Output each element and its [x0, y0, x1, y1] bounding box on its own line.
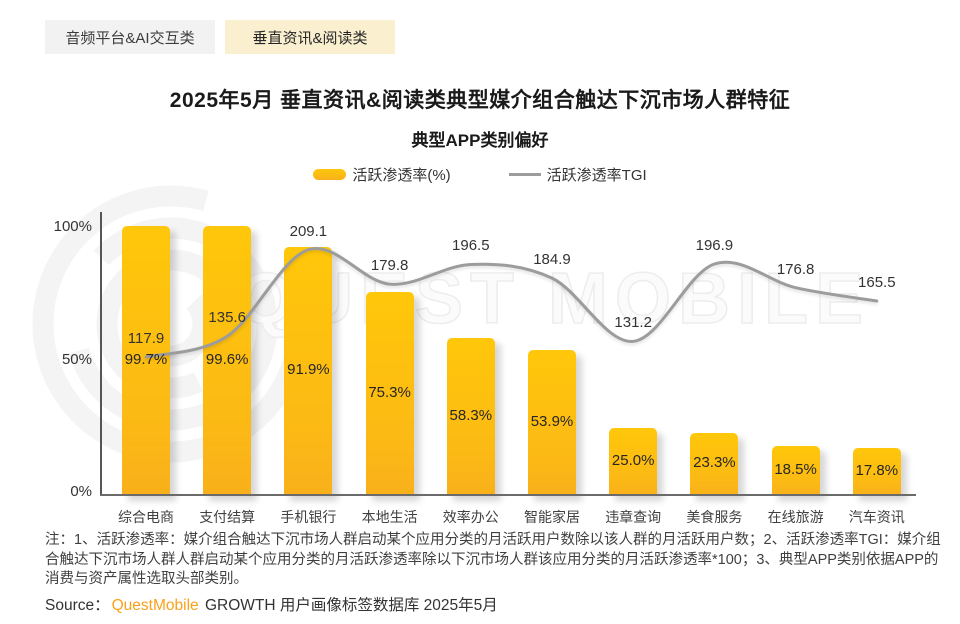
category-label: 效率办公 — [442, 509, 499, 525]
tgi-value-label: 179.8 — [370, 257, 409, 275]
page-title: 2025年5月 垂直资讯&阅读类典型媒介组合触达下沉市场人群特征 — [169, 89, 791, 112]
legend-item-line: 活跃渗透率TGI — [508, 164, 647, 185]
tgi-value-label: 165.5 — [858, 273, 896, 291]
bar-效率办公 — [446, 338, 495, 496]
bar-在线旅游 — [771, 445, 820, 496]
bar-美食服务 — [690, 432, 739, 496]
x-axis-line — [100, 494, 916, 496]
line-series-swatch — [508, 172, 541, 176]
tgi-value-label: 209.1 — [289, 222, 328, 240]
bar-value-label: 25.0% — [611, 452, 655, 470]
category-label: 在线旅游 — [767, 509, 824, 525]
legend-item-bar: 活跃渗透率(%) — [313, 164, 451, 185]
y-tick-label: 50% — [61, 351, 92, 368]
category-label: 智能家居 — [524, 509, 580, 525]
bar-value-label: 58.3% — [449, 407, 493, 424]
legend-bar-label: 活跃渗透率(%) — [352, 166, 451, 184]
category-label: 综合电商 — [118, 509, 174, 525]
category-label: 美食服务 — [686, 509, 743, 525]
bar-series-swatch — [313, 168, 347, 180]
source-brand: QuestMobile — [111, 597, 199, 614]
y-tick-label: 0% — [70, 483, 92, 500]
bar-违章查询 — [609, 428, 658, 496]
bar-value-label: 75.3% — [368, 383, 411, 401]
bar-value-label: 53.9% — [530, 412, 574, 430]
bar-value-label: 18.5% — [774, 460, 817, 478]
tgi-value-label: 176.8 — [776, 260, 815, 278]
source-rest: GROWTH 用户画像标签数据库 2025年5月 — [200, 597, 498, 614]
bar-汽车资讯 — [852, 447, 901, 496]
source-label: Source： — [45, 597, 110, 614]
source-line: Source： QuestMobile GROWTH 用户画像标签数据库 2025… — [45, 593, 945, 615]
category-label: 手机银行 — [280, 509, 337, 525]
bar-value-label: 99.7% — [124, 350, 168, 368]
tgi-value-label: 131.2 — [614, 314, 652, 332]
tgi-value-label: 184.9 — [533, 251, 571, 269]
bar-value-label: 23.3% — [693, 454, 736, 472]
category-label: 违章查询 — [605, 509, 662, 525]
y-axis-line — [100, 212, 102, 496]
tgi-value-label: 196.5 — [452, 237, 490, 255]
bar-value-label: 17.8% — [855, 461, 899, 479]
footnotes: 注：1、活跃渗透率：媒介组合触达下沉市场人群启动某个应用分类的月活跃用户数除以该… — [45, 532, 941, 587]
bar-value-label: 99.6% — [205, 351, 249, 369]
legend-line-label: 活跃渗透率TGI — [546, 166, 647, 184]
chart-subtitle: 典型APP类别偏好 — [411, 131, 549, 150]
category-label: 汽车资讯 — [848, 509, 905, 525]
category-label: 本地生活 — [361, 509, 418, 525]
tab-vertical-reading[interactable]: 垂直资讯&阅读类 — [225, 20, 395, 54]
bar-智能家居 — [528, 349, 576, 496]
chart-legend: 活跃渗透率(%) 活跃渗透率TGI — [0, 163, 960, 185]
bar-value-label: 91.9% — [287, 361, 330, 379]
tgi-value-label: 117.9 — [127, 330, 165, 348]
category-label: 支付结算 — [199, 509, 256, 525]
y-tick-label: 100% — [53, 218, 92, 235]
tgi-value-label: 196.9 — [695, 237, 734, 254]
tab-audio-ai[interactable]: 音频平台&AI交互类 — [45, 20, 215, 54]
tgi-value-label: 135.6 — [208, 309, 246, 327]
